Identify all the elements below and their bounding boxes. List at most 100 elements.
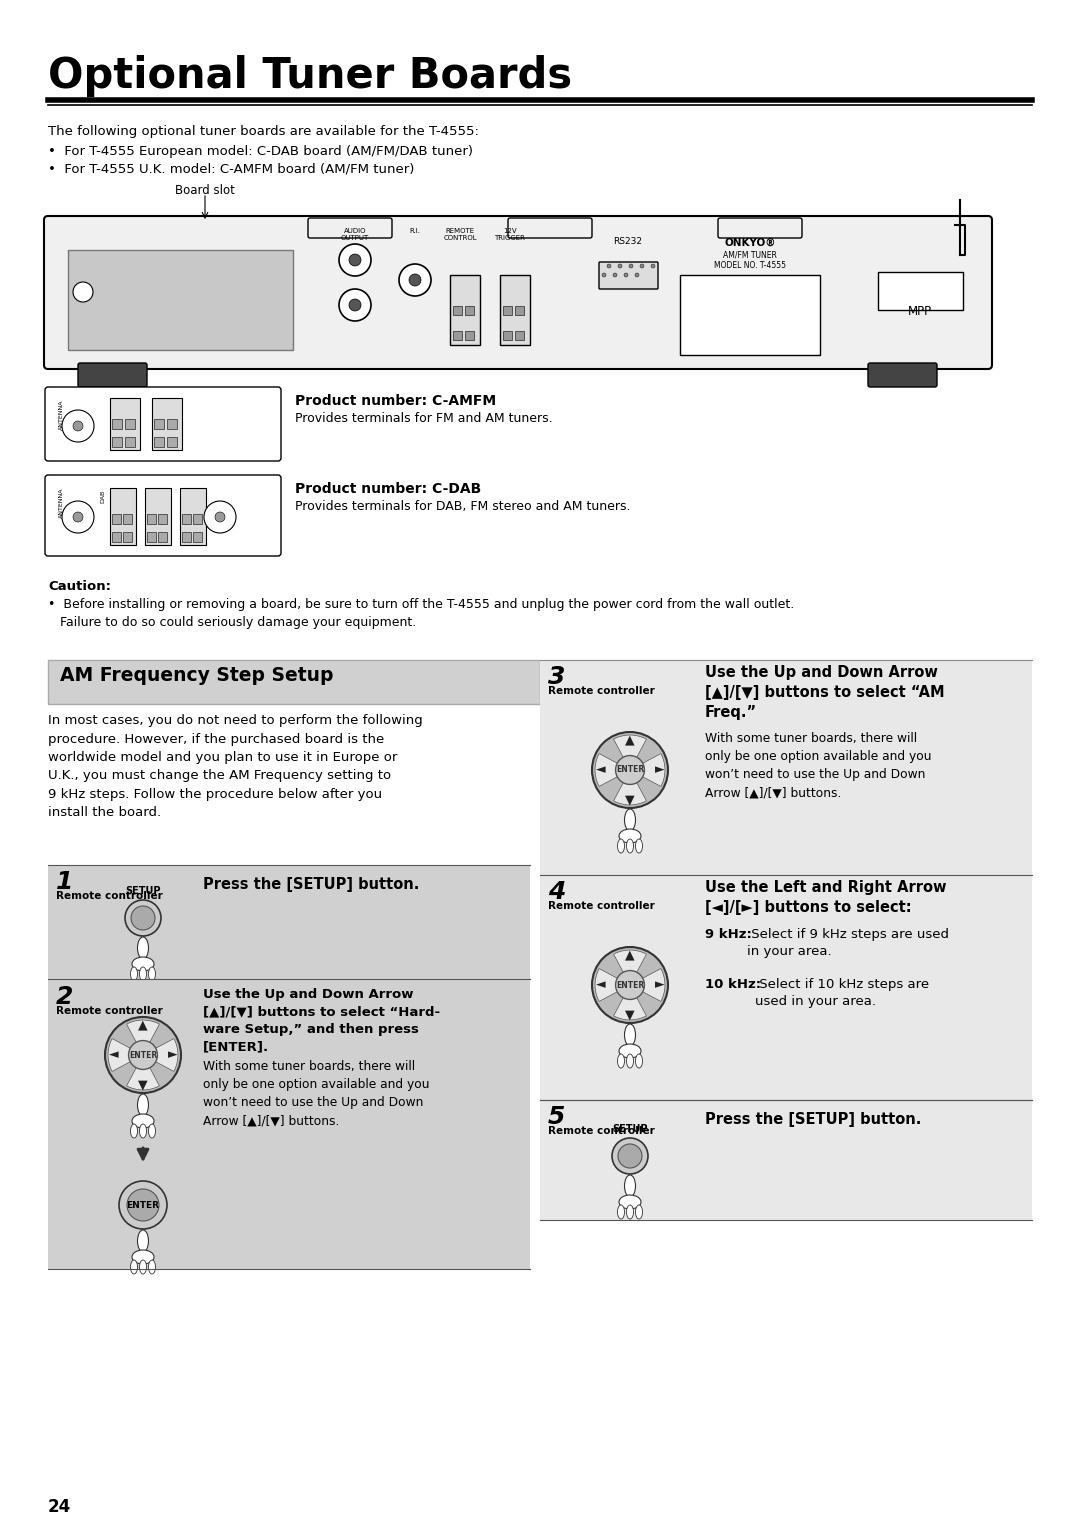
Text: Product number: C-DAB: Product number: C-DAB xyxy=(295,482,482,496)
Text: Product number: C-AMFM: Product number: C-AMFM xyxy=(295,394,496,407)
Text: REMOTE
CONTROL: REMOTE CONTROL xyxy=(443,227,476,241)
Text: ENTER: ENTER xyxy=(616,766,644,775)
Text: Use the Up and Down Arrow
[▲]/[▼] buttons to select “Hard-
ware Setup,” and then: Use the Up and Down Arrow [▲]/[▼] button… xyxy=(203,987,441,1053)
Circle shape xyxy=(62,501,94,533)
Bar xyxy=(158,533,167,542)
Bar xyxy=(515,307,524,314)
FancyBboxPatch shape xyxy=(44,217,993,369)
Text: With some tuner boards, there will
only be one option available and you
won’t ne: With some tuner boards, there will only … xyxy=(705,732,931,800)
Bar xyxy=(112,514,121,523)
Bar xyxy=(147,514,156,523)
Text: ▼: ▼ xyxy=(625,1009,635,1021)
Text: 9 kHz:: 9 kHz: xyxy=(705,928,752,942)
Circle shape xyxy=(349,253,361,266)
Text: MODEL NO. T-4555: MODEL NO. T-4555 xyxy=(714,261,786,270)
Circle shape xyxy=(339,288,372,320)
Circle shape xyxy=(73,282,93,302)
Circle shape xyxy=(349,299,361,311)
Text: Use the Left and Right Arrow
[◄]/[►] buttons to select:: Use the Left and Right Arrow [◄]/[►] but… xyxy=(705,881,946,914)
Text: 12V
TRIGGER: 12V TRIGGER xyxy=(495,227,526,241)
Ellipse shape xyxy=(635,1206,643,1219)
Ellipse shape xyxy=(139,1125,147,1138)
Ellipse shape xyxy=(139,1260,147,1274)
Bar xyxy=(123,514,132,523)
Text: The following optional tuner boards are available for the T-4555:: The following optional tuner boards are … xyxy=(48,125,478,137)
Circle shape xyxy=(399,264,431,296)
Text: 2: 2 xyxy=(56,984,73,1009)
Ellipse shape xyxy=(137,1230,149,1251)
Text: In most cases, you do not need to perform the following
procedure. However, if t: In most cases, you do not need to perfor… xyxy=(48,714,422,819)
Text: ◄: ◄ xyxy=(595,978,605,992)
Ellipse shape xyxy=(635,839,643,853)
Text: Remote controller: Remote controller xyxy=(56,891,163,900)
Bar xyxy=(183,514,191,523)
Text: Caution:: Caution: xyxy=(48,580,111,594)
Text: ►: ► xyxy=(167,1048,177,1062)
Text: ▲: ▲ xyxy=(138,1019,148,1032)
Bar xyxy=(453,307,462,314)
Bar xyxy=(110,488,136,545)
Text: ►: ► xyxy=(654,763,664,777)
Ellipse shape xyxy=(132,1250,154,1264)
Bar xyxy=(453,331,462,340)
Ellipse shape xyxy=(624,1175,635,1196)
Circle shape xyxy=(602,273,606,278)
Bar xyxy=(110,398,140,450)
Text: ▼: ▼ xyxy=(625,794,635,806)
Ellipse shape xyxy=(132,1114,154,1128)
Circle shape xyxy=(640,264,644,269)
Bar xyxy=(540,874,1032,1100)
Ellipse shape xyxy=(624,809,635,832)
Circle shape xyxy=(204,501,237,533)
Text: SETUP: SETUP xyxy=(125,887,161,896)
Text: 3: 3 xyxy=(548,665,565,690)
Wedge shape xyxy=(613,771,647,804)
Text: ONKYO®: ONKYO® xyxy=(725,238,775,249)
Ellipse shape xyxy=(619,1044,642,1058)
Ellipse shape xyxy=(131,1125,137,1138)
Text: 24: 24 xyxy=(48,1499,71,1515)
Bar xyxy=(158,514,167,523)
Bar xyxy=(515,331,524,340)
Bar xyxy=(48,865,530,980)
Text: •  For T-4555 European model: C-DAB board (AM/FM/DAB tuner): • For T-4555 European model: C-DAB board… xyxy=(48,145,473,159)
Ellipse shape xyxy=(619,1195,642,1209)
Text: DAB: DAB xyxy=(100,490,105,504)
Wedge shape xyxy=(143,1039,178,1071)
Bar xyxy=(48,980,530,1270)
Ellipse shape xyxy=(626,1054,634,1068)
Circle shape xyxy=(592,948,669,1022)
Ellipse shape xyxy=(149,1125,156,1138)
Text: ANTENNA: ANTENNA xyxy=(59,488,64,519)
Circle shape xyxy=(215,513,225,522)
FancyBboxPatch shape xyxy=(78,363,147,388)
FancyBboxPatch shape xyxy=(868,363,937,388)
Bar xyxy=(193,514,202,523)
Bar xyxy=(500,275,530,345)
Wedge shape xyxy=(595,969,630,1001)
Circle shape xyxy=(125,900,161,935)
Text: AM/FM TUNER: AM/FM TUNER xyxy=(724,250,777,259)
Circle shape xyxy=(73,513,83,522)
Text: Provides terminals for DAB, FM stereo and AM tuners.: Provides terminals for DAB, FM stereo an… xyxy=(295,501,631,513)
Ellipse shape xyxy=(131,967,137,981)
Bar xyxy=(48,661,540,703)
Text: ▲: ▲ xyxy=(625,734,635,746)
Wedge shape xyxy=(613,951,647,984)
Bar xyxy=(465,331,474,340)
Text: Provides terminals for FM and AM tuners.: Provides terminals for FM and AM tuners. xyxy=(295,412,553,426)
Bar xyxy=(183,533,191,542)
Text: ▼: ▼ xyxy=(138,1079,148,1091)
Ellipse shape xyxy=(137,1094,149,1116)
Circle shape xyxy=(129,1041,158,1070)
Ellipse shape xyxy=(626,1206,634,1219)
Circle shape xyxy=(127,1189,159,1221)
FancyBboxPatch shape xyxy=(599,262,658,288)
Text: R.I.: R.I. xyxy=(409,227,420,233)
Bar xyxy=(125,420,135,429)
Ellipse shape xyxy=(618,839,624,853)
Wedge shape xyxy=(630,754,665,786)
Circle shape xyxy=(651,264,654,269)
Text: •  Before installing or removing a board, be sure to turn off the T-4555 and unp: • Before installing or removing a board,… xyxy=(48,598,794,610)
Circle shape xyxy=(131,906,156,929)
